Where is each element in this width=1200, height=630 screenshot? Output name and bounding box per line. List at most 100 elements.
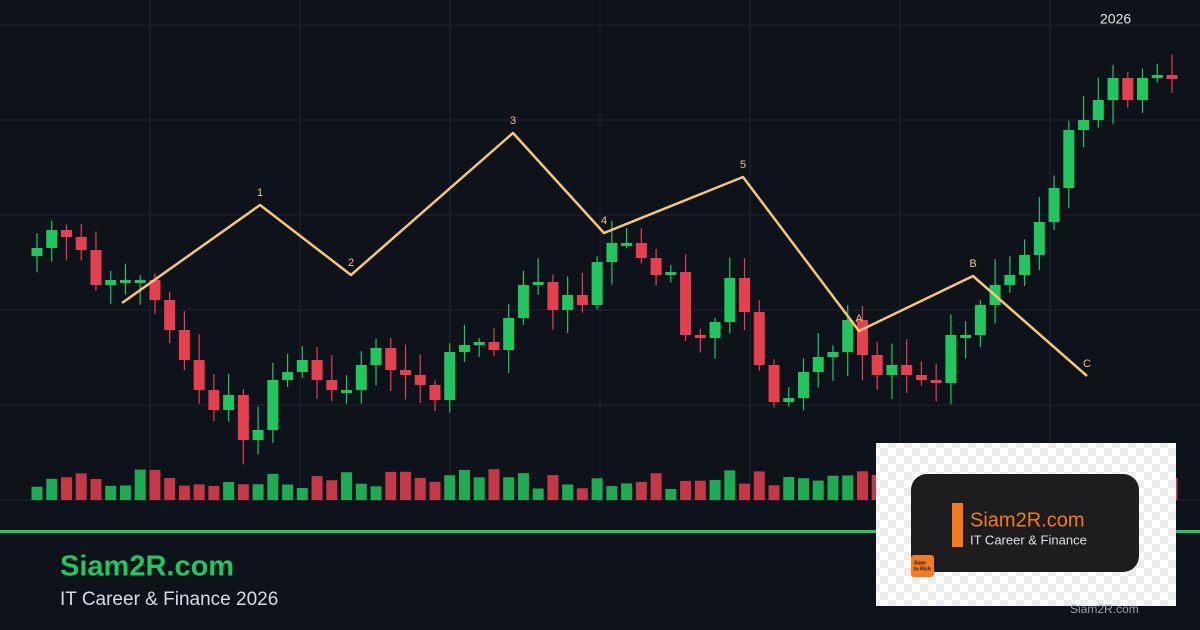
candle-body	[149, 280, 161, 300]
candle-body	[429, 385, 441, 400]
candle-body	[724, 278, 736, 322]
volume-bar	[827, 475, 839, 500]
candle-body	[974, 305, 986, 335]
candle-body	[562, 295, 574, 310]
candle-body	[46, 230, 58, 248]
candle-body	[606, 243, 618, 262]
candle-body	[488, 342, 500, 350]
volume-bar	[31, 486, 43, 500]
candle-body	[105, 280, 117, 285]
wave-overlay: 1 2 3 4 5 A B C	[121, 115, 1091, 377]
badge-text: Siam	[914, 560, 927, 566]
volume-bar	[473, 477, 485, 500]
candle-body	[517, 285, 529, 318]
footer-tagline: IT Career & Finance 2026	[60, 589, 278, 610]
divider	[0, 530, 1200, 533]
badge-text: to Rich	[914, 566, 931, 572]
volume-bar	[355, 483, 367, 500]
wave-label: 3	[510, 115, 516, 127]
volume-bar	[591, 478, 603, 500]
candle-body	[856, 320, 868, 355]
candle-body	[326, 380, 338, 390]
volume-bar	[635, 481, 647, 500]
candle-body	[90, 250, 102, 285]
candle-body	[208, 390, 220, 410]
volume-bar	[621, 483, 633, 500]
grid	[0, 0, 1200, 501]
candle-body	[341, 390, 353, 393]
volume-bar	[134, 469, 146, 500]
candle-body	[252, 430, 264, 440]
candle-body	[473, 342, 485, 345]
candle-body	[753, 312, 765, 365]
candle-body	[355, 365, 367, 390]
candle-body	[282, 372, 294, 380]
candle-body	[621, 243, 633, 246]
watermark: Siam2R.com IT Career & Finance Siam to R…	[876, 443, 1176, 616]
wave-label: C	[1083, 358, 1091, 370]
candle-body	[1063, 130, 1075, 188]
candle-body	[503, 318, 515, 350]
volume-bar	[414, 477, 426, 500]
volume-bar	[856, 471, 868, 500]
candle-body	[178, 330, 190, 360]
badge	[911, 555, 934, 577]
volume-bar	[503, 477, 515, 500]
volume-bar	[149, 469, 161, 500]
volume-bar	[208, 485, 220, 500]
candle-body	[930, 380, 942, 383]
candle-body	[1151, 75, 1163, 78]
candle-body	[827, 352, 839, 357]
candle-body	[1019, 255, 1031, 275]
candle-body	[886, 365, 898, 375]
volume-bar	[193, 484, 205, 500]
volume-bar	[311, 476, 323, 500]
wave-label: A	[855, 313, 863, 325]
candle-body	[60, 230, 72, 237]
watermark-brand: Siam2R.com	[970, 509, 1084, 531]
volume-bar	[739, 483, 751, 500]
candle-body	[680, 272, 692, 335]
volume-bar	[370, 486, 382, 500]
volume-bar	[252, 484, 264, 500]
candle-body	[635, 243, 647, 258]
candle-body	[1166, 75, 1178, 79]
volume-bar	[517, 473, 529, 500]
candle-body	[901, 365, 913, 375]
volume-bar	[724, 470, 736, 500]
volume-bar	[797, 478, 809, 500]
volume-bar	[326, 480, 338, 500]
watermark-url: Siam2R.com	[1070, 602, 1139, 616]
volume-bar	[341, 472, 353, 500]
candle-body	[650, 258, 662, 275]
candle-body	[915, 375, 927, 380]
volume-bar	[119, 485, 131, 500]
volume-bar	[178, 485, 190, 500]
candles	[31, 54, 1178, 465]
volume-bar	[282, 484, 294, 500]
candle-body	[694, 335, 706, 338]
candle-body	[812, 357, 824, 372]
volume-bar	[709, 479, 721, 500]
candle-body	[311, 360, 323, 380]
volume-bar	[385, 471, 397, 500]
candle-body	[739, 278, 751, 312]
volume-bar	[680, 480, 692, 500]
candle-body	[797, 372, 809, 398]
volume-bar	[783, 476, 795, 500]
candle-body	[709, 322, 721, 338]
volume-bar	[60, 477, 72, 500]
year-label: 2026	[1100, 11, 1131, 27]
volume-bar	[237, 484, 249, 500]
volume-bar	[267, 473, 279, 500]
candle-body	[385, 348, 397, 370]
volume-bar	[458, 469, 470, 500]
volume-bar	[532, 488, 544, 500]
candle-body	[1004, 275, 1016, 285]
volume-bar	[547, 475, 559, 500]
candle-body	[119, 280, 131, 283]
volume-bar	[429, 481, 441, 500]
candle-body	[458, 345, 470, 352]
